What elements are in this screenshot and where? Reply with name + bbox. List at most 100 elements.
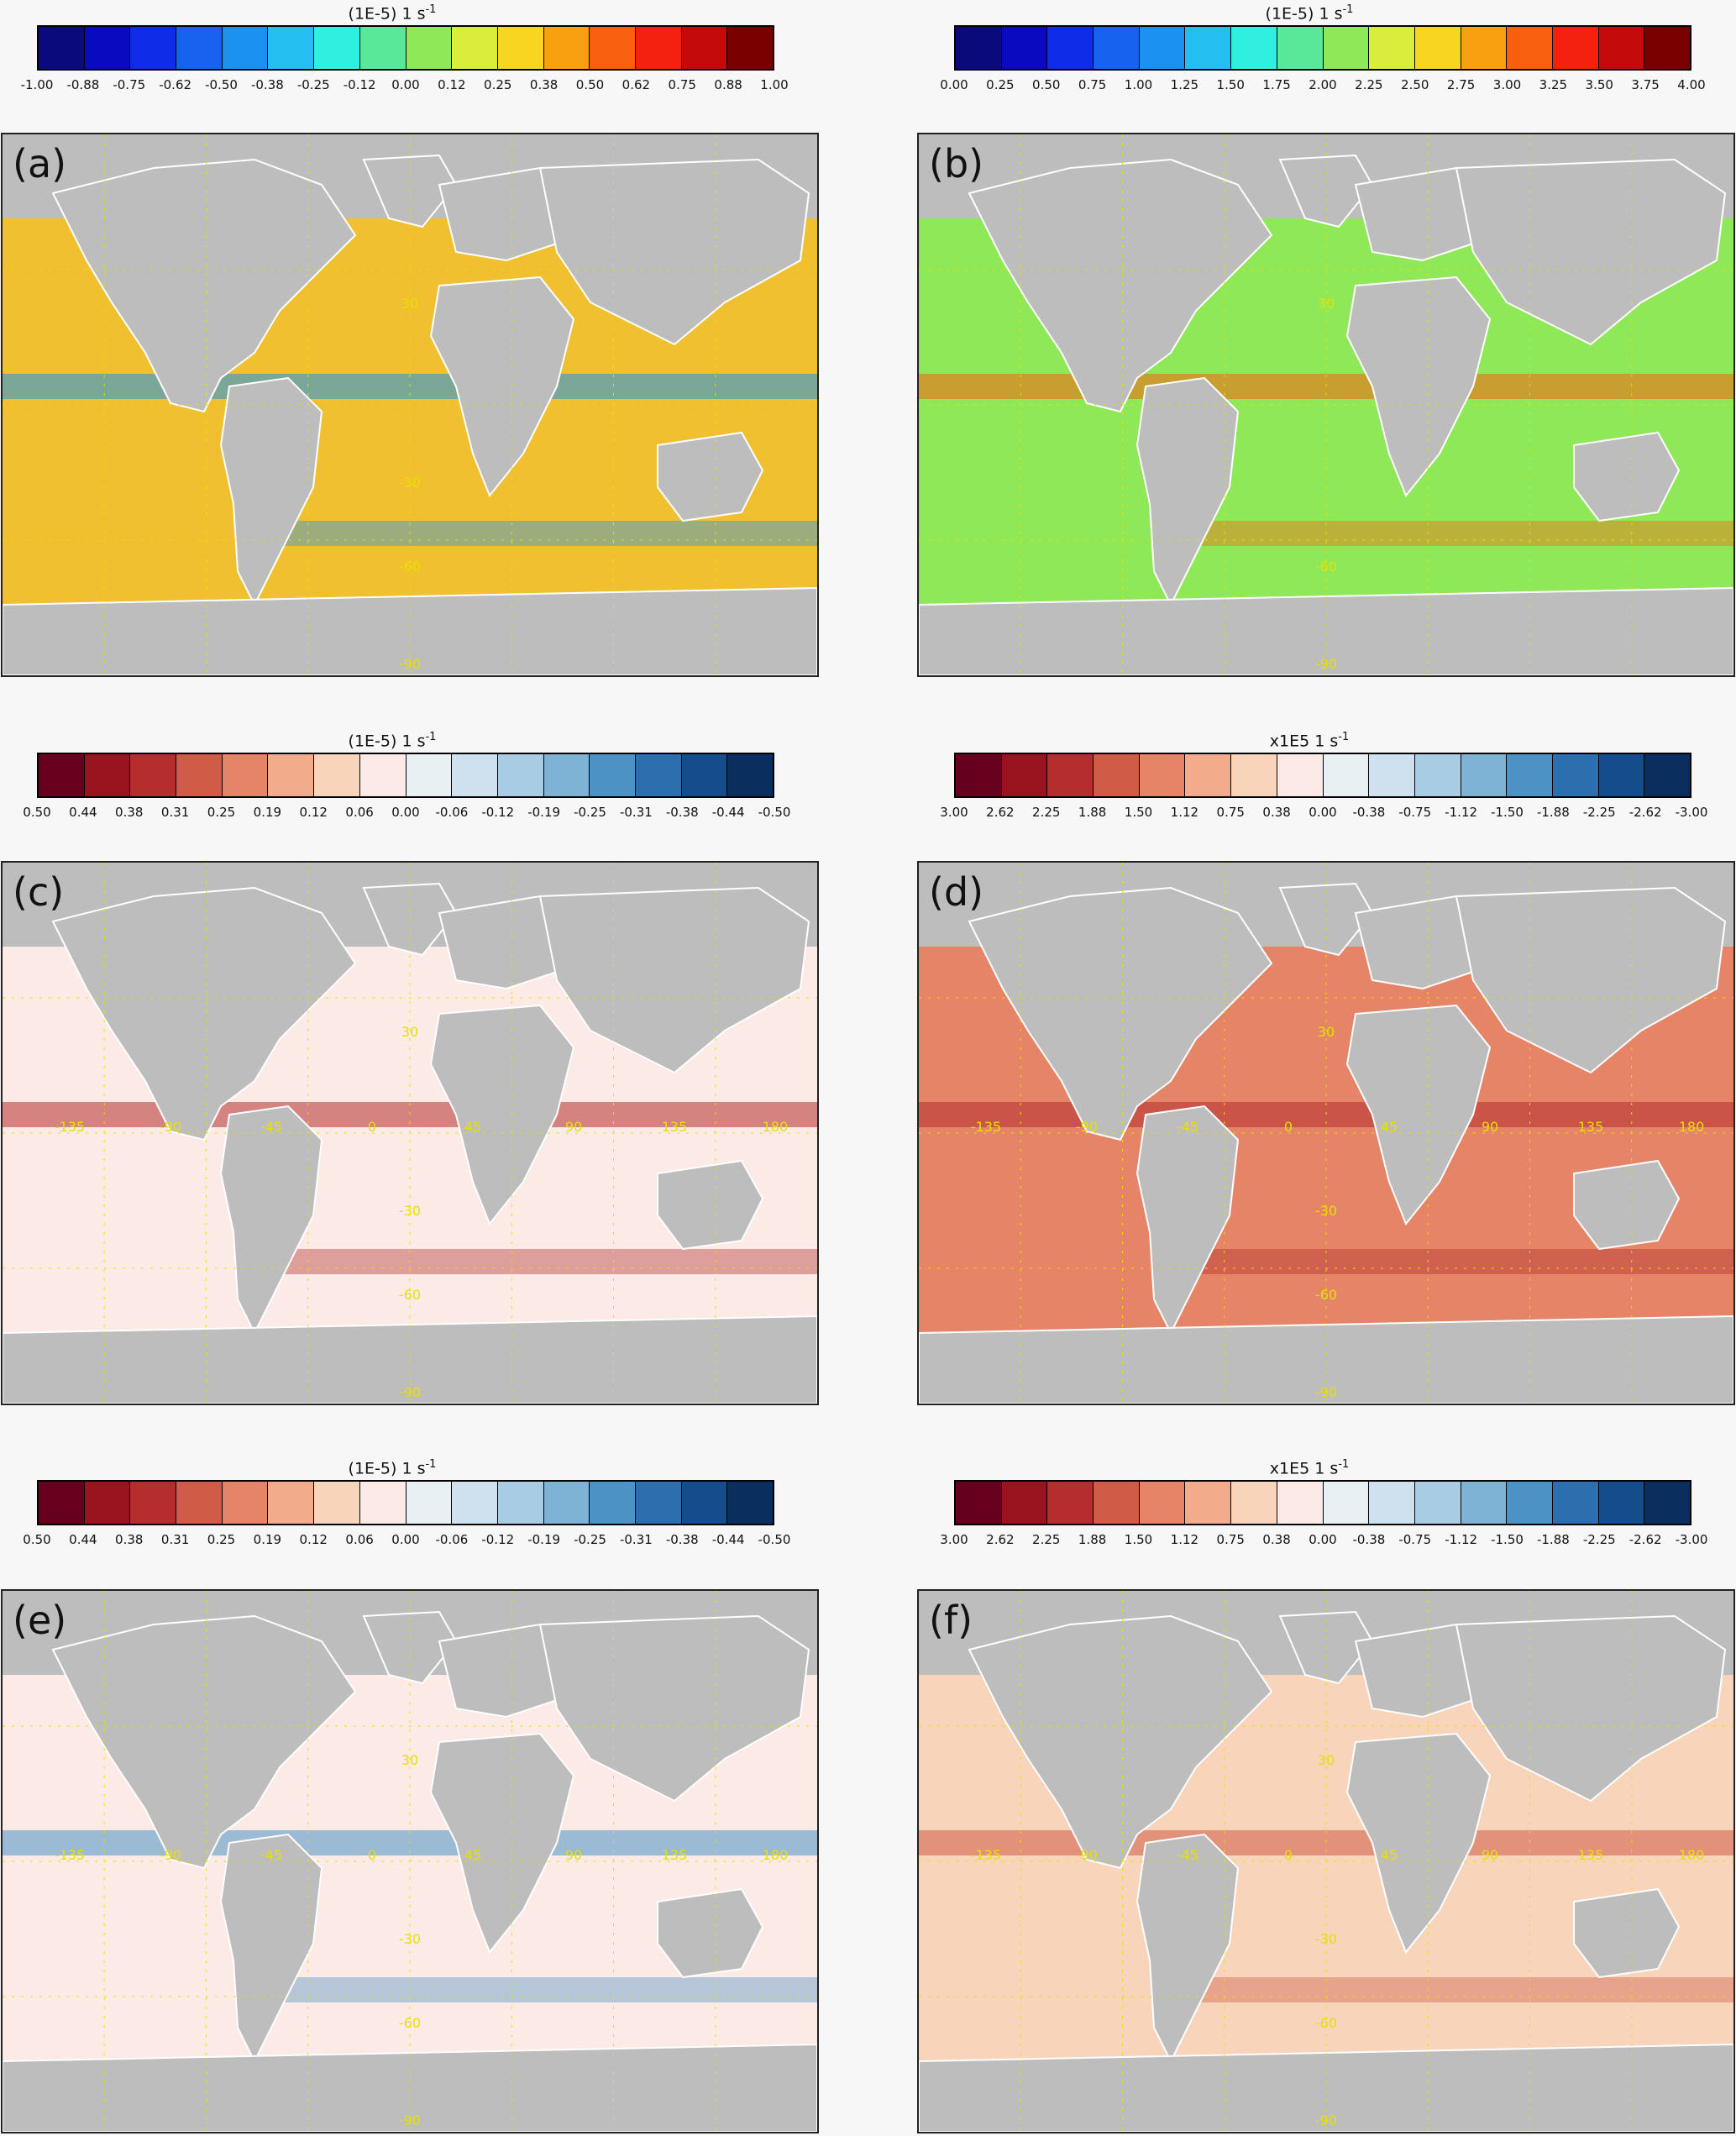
colorbar-title: x1E5 1 s-1 bbox=[1269, 1458, 1350, 1478]
longitude-label: -90 bbox=[160, 1119, 181, 1135]
colorbar-swatch bbox=[681, 1482, 728, 1524]
landmass bbox=[1345, 1004, 1492, 1225]
colorbar-c: (1E-5) 1 s-1 0.50 0.44 0.38 0.31 0.25 0.19 0.1… bbox=[23, 727, 790, 820]
colorbar-b: (1E-5) 1 s-1 0.00 0.25 0.50 0.75 1.00 1.25 1.5… bbox=[940, 0, 1705, 92]
colorbar-swatch bbox=[314, 754, 360, 796]
colorbar-swatch bbox=[1094, 27, 1140, 69]
colorbar-tick-label: 1.88 bbox=[1078, 805, 1107, 820]
latitude-label: -60 bbox=[399, 559, 421, 575]
panel-label: (e) bbox=[13, 1598, 67, 1643]
latitude-label: 30 bbox=[401, 1024, 418, 1040]
colorbar-d: x1E5 1 s-1 3.00 2.62 2.25 1.88 1.50 1.12 0.75 0… bbox=[940, 727, 1707, 820]
colorbar-a: (1E-5) 1 s-1 -1.00 -0.88 -0.75 -0.62 -0.50 -0… bbox=[21, 0, 789, 92]
longitude-label: -90 bbox=[1076, 1119, 1098, 1135]
colorbar-swatch bbox=[1277, 754, 1324, 796]
colorbar-tick-label: 1.50 bbox=[1216, 77, 1245, 92]
colorbar-tick-label: 1.00 bbox=[760, 77, 789, 92]
world-map: 30 -30 -60 -90 -135 -90 -45 0 45 90 135 180 bbox=[919, 1591, 1733, 2132]
colorbar-tick-label: -2.25 bbox=[1582, 1532, 1616, 1547]
longitude-label: 45 bbox=[1381, 1847, 1398, 1863]
colorbar-swatch bbox=[268, 1482, 315, 1524]
world-map: 30 -60 -90 bbox=[919, 134, 1733, 675]
colorbar-swatch bbox=[222, 27, 269, 69]
colorbar-swatch bbox=[1323, 1482, 1370, 1524]
colorbar-swatch bbox=[1231, 27, 1277, 69]
colorbar-swatch bbox=[1047, 27, 1094, 69]
latitude-label: -30 bbox=[399, 475, 421, 491]
colorbar-swatch bbox=[130, 754, 177, 796]
latitude-label: -60 bbox=[1315, 2015, 1337, 2031]
colorbar-tick-label: 2.25 bbox=[1032, 1532, 1061, 1547]
colorbar-swatch bbox=[1552, 754, 1599, 796]
landmass bbox=[538, 158, 810, 346]
colorbar-swatch bbox=[1461, 27, 1508, 69]
colorbar-swatch bbox=[452, 754, 498, 796]
colorbar-tick-label: 1.50 bbox=[1124, 805, 1153, 820]
longitude-label: -45 bbox=[1177, 1847, 1198, 1863]
colorbar-swatch bbox=[1139, 754, 1186, 796]
longitude-label: 180 bbox=[1679, 1119, 1705, 1135]
colorbar-title: (1E-5) 1 s-1 bbox=[348, 731, 437, 751]
landmass bbox=[657, 1887, 764, 1979]
colorbar-tick-label: -0.62 bbox=[159, 77, 192, 92]
colorbar-tick-label: -0.50 bbox=[205, 77, 238, 92]
colorbar-tick-label: -0.12 bbox=[343, 77, 376, 92]
colorbar-swatch bbox=[314, 27, 360, 69]
colorbar-tick-label: 0.50 bbox=[1032, 77, 1061, 92]
colorbar-tick-label: 0.50 bbox=[23, 1532, 51, 1547]
landmass bbox=[1455, 886, 1727, 1074]
colorbar-tick-label: 0.00 bbox=[391, 1532, 420, 1547]
colorbar-swatch bbox=[1369, 754, 1415, 796]
latitude-label: -30 bbox=[399, 1203, 421, 1219]
colorbar-swatch bbox=[1277, 27, 1324, 69]
colorbar-tick-label: -1.50 bbox=[1491, 1532, 1524, 1547]
colorbar-swatch bbox=[406, 27, 453, 69]
landmass bbox=[51, 886, 357, 1141]
colorbar-tick-label: 0.06 bbox=[345, 805, 374, 820]
colorbar-tick-label: -0.12 bbox=[481, 805, 515, 820]
colorbar-swatch bbox=[635, 754, 682, 796]
colorbar-tick-label: 0.00 bbox=[1309, 1532, 1337, 1547]
world-map: 30 -30 -60 -90 -135 -90 -45 0 45 90 135 180 bbox=[919, 863, 1733, 1404]
longitude-label: 45 bbox=[464, 1119, 481, 1135]
landmass bbox=[657, 431, 764, 522]
longitude-label: -90 bbox=[1076, 1847, 1098, 1863]
latitude-label: -90 bbox=[399, 1384, 421, 1400]
colorbar-tick-label: 0.75 bbox=[1216, 805, 1245, 820]
colorbar-tick-label: -0.75 bbox=[1398, 1532, 1432, 1547]
colorbar-tick-label: 0.00 bbox=[391, 77, 420, 92]
colorbar-tick-label: -1.00 bbox=[20, 77, 54, 92]
colorbar-swatch bbox=[406, 1482, 453, 1524]
longitude-label: 135 bbox=[1578, 1119, 1604, 1135]
colorbar-tick-label: -2.25 bbox=[1582, 805, 1616, 820]
landmass bbox=[1573, 1887, 1681, 1979]
colorbar-tick-label: 0.75 bbox=[668, 77, 696, 92]
colorbar-cells bbox=[954, 753, 1691, 798]
colorbar-tick-label: -0.25 bbox=[574, 805, 606, 820]
colorbar-swatch bbox=[1644, 754, 1690, 796]
colorbar-swatch bbox=[359, 1482, 406, 1524]
colorbar-swatch bbox=[130, 27, 177, 69]
colorbar-tick-label: -2.62 bbox=[1628, 1532, 1662, 1547]
colorbar-swatch bbox=[543, 1482, 590, 1524]
colorbar-swatch bbox=[681, 754, 728, 796]
colorbar-swatch bbox=[1094, 1482, 1140, 1524]
colorbar-swatch bbox=[1414, 1482, 1461, 1524]
colorbar-cells bbox=[37, 1480, 774, 1525]
colorbar-swatch bbox=[1277, 1482, 1324, 1524]
landmass bbox=[1135, 376, 1240, 607]
colorbar-tick-label: 0.75 bbox=[1078, 77, 1107, 92]
colorbar-swatch bbox=[176, 754, 223, 796]
colorbar-tick-label: -0.38 bbox=[665, 805, 699, 820]
map-panel-e: 30 -30 -60 -90 -135 -90 -45 0 45 90 135 180 (e) bbox=[1, 1589, 819, 2133]
colorbar-tick-label: -0.88 bbox=[66, 77, 100, 92]
colorbar-tick-label: -0.75 bbox=[113, 77, 146, 92]
southern-ocean-band bbox=[1171, 521, 1733, 546]
colorbar-swatch bbox=[1461, 754, 1508, 796]
colorbar-ticks: 0.00 0.25 0.50 0.75 1.00 1.25 1.50 1.75 2.00 2.25… bbox=[940, 77, 1705, 96]
colorbar-tick-label: 0.19 bbox=[253, 805, 282, 820]
landmass bbox=[968, 158, 1273, 413]
landmass bbox=[51, 158, 357, 413]
colorbar-tick-label: -0.50 bbox=[758, 805, 791, 820]
colorbar-tick-label: -0.25 bbox=[574, 1532, 606, 1547]
